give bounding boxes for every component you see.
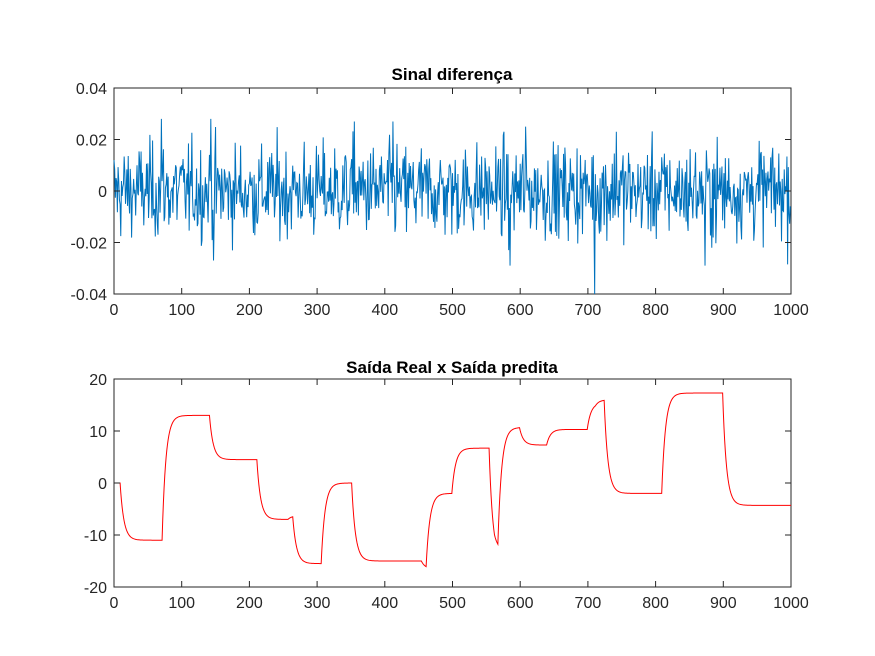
- chart-title-bottom: Saída Real x Saída predita: [346, 358, 558, 377]
- x-tick-label: 200: [236, 302, 263, 319]
- series-line: [113, 118, 791, 295]
- ticks-bottom: 0 100 200 300 400 500 600 700 800 900 1000 -20 -10 0 1…: [84, 372, 809, 612]
- x-tick-label: 100: [168, 595, 195, 612]
- x-tick-label: 700: [575, 302, 602, 319]
- series-line: [114, 392, 792, 568]
- y-tick-label: 0.02: [76, 133, 107, 150]
- y-tick-label: 0.04: [76, 81, 107, 98]
- chart-title-top: Sinal diferença: [392, 65, 513, 84]
- y-tick-label: -20: [84, 580, 107, 597]
- x-tick-label: 700: [575, 595, 602, 612]
- y-tick-label: 0: [98, 184, 107, 201]
- x-tick-label: 800: [642, 595, 669, 612]
- x-tick-label: 0: [110, 302, 119, 319]
- x-tick-label: 1000: [773, 595, 809, 612]
- ticks-top: 0 100 200 300 400 500 600 700 800 900 1000 -0.04 -0.…: [71, 81, 809, 319]
- x-tick-label: 400: [371, 302, 398, 319]
- series-saida: [114, 392, 792, 568]
- axes-top: 0 100 200 300 400 500 600 700 800 900 1000 -0.04 -0.…: [71, 65, 809, 319]
- y-tick-label: 0: [98, 476, 107, 493]
- y-tick-label: 20: [89, 372, 107, 389]
- axes-bottom: 0 100 200 300 400 500 600 700 800 900 1000 -20 -10 0 1…: [84, 358, 809, 612]
- x-tick-label: 900: [710, 302, 737, 319]
- x-tick-label: 0: [110, 595, 119, 612]
- y-tick-label: -10: [84, 528, 107, 545]
- x-tick-label: 900: [710, 595, 737, 612]
- series-diferenca: [113, 118, 791, 295]
- x-tick-label: 600: [507, 595, 534, 612]
- y-tick-label: 10: [89, 424, 107, 441]
- x-tick-label: 500: [439, 595, 466, 612]
- y-tick-label: -0.04: [71, 287, 108, 304]
- x-tick-label: 800: [642, 302, 669, 319]
- x-tick-label: 100: [168, 302, 195, 319]
- x-tick-label: 1000: [773, 302, 809, 319]
- y-tick-label: -0.02: [71, 236, 108, 253]
- x-tick-label: 400: [371, 595, 398, 612]
- x-tick-label: 500: [439, 302, 466, 319]
- x-tick-label: 600: [507, 302, 534, 319]
- x-tick-label: 200: [236, 595, 263, 612]
- x-tick-label: 300: [304, 302, 331, 319]
- x-tick-label: 300: [304, 595, 331, 612]
